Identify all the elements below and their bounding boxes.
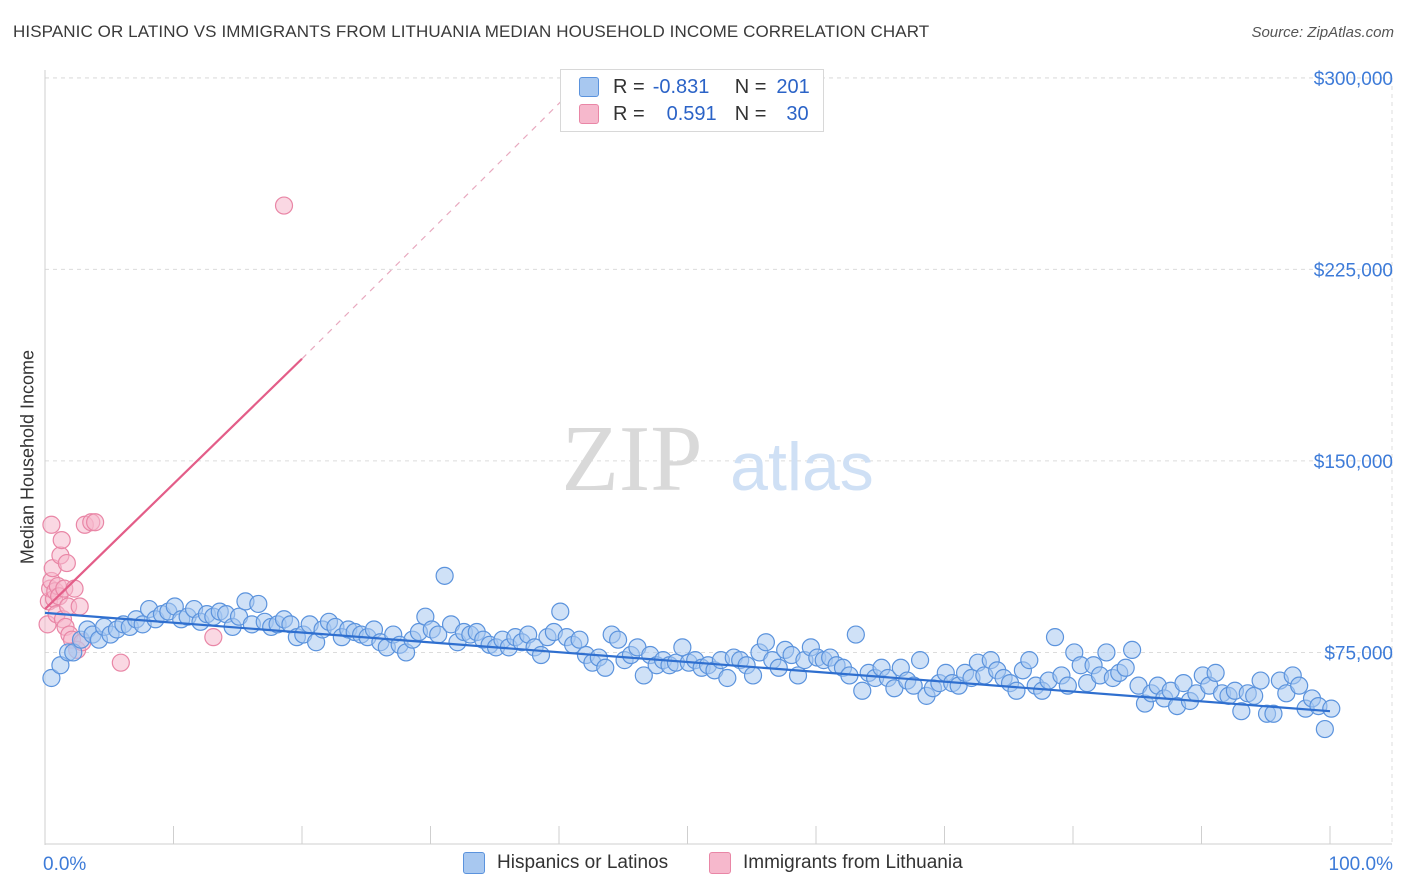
hispanic-point [596, 658, 615, 677]
legend-swatch-lithuania [709, 852, 731, 874]
hispanic-point [1174, 674, 1193, 693]
hispanic-point [910, 651, 930, 670]
lithuania-point [57, 553, 76, 573]
hispanic-point [673, 638, 692, 657]
legend-r-label: R = [613, 75, 645, 98]
series-lithuania-points [38, 196, 294, 672]
hispanic-point [1097, 643, 1116, 662]
hispanic-point [1116, 658, 1135, 677]
hispanic-point [1020, 651, 1039, 670]
hispanic-point [634, 666, 653, 685]
lithuania-point [111, 653, 130, 672]
legend-r-value: -0.831 [652, 75, 710, 98]
legend-label-lithuania: Immigrants from Lithuania [743, 852, 963, 873]
legend-swatch-hispanic [579, 77, 599, 97]
legend-swatch-hispanic [463, 852, 485, 874]
hispanic-point [1290, 676, 1309, 695]
hispanic-point [1322, 699, 1341, 718]
legend-item-lithuania[interactable]: Immigrants from Lithuania [709, 852, 963, 874]
lithuania-point [52, 530, 71, 550]
hispanic-point [1232, 702, 1251, 721]
lithuania-trend-line [44, 357, 303, 610]
legend-item-hispanic[interactable]: Hispanics or Latinos [463, 852, 668, 874]
hispanic-point [609, 630, 628, 649]
watermark: ZIP atlas [562, 407, 874, 511]
hispanic-point [249, 594, 268, 614]
legend-n-value: 201 [776, 75, 810, 98]
hispanic-point [531, 645, 551, 665]
legend-row-lithuania: R = 0.591 N = 30 [579, 102, 809, 126]
chart-title: HISPANIC OR LATINO VS IMMIGRANTS FROM LI… [13, 22, 930, 41]
legend-n-label: N = [734, 75, 767, 98]
hispanic-point [42, 668, 61, 688]
lithuania-point [65, 579, 84, 598]
hispanic-point [1206, 663, 1225, 682]
hispanic-point [743, 666, 763, 685]
y-tick-label: $75,000 [1324, 643, 1393, 664]
y-tick-label: $225,000 [1314, 260, 1393, 281]
lithuania-point [70, 597, 89, 616]
hispanic-point [718, 668, 737, 688]
tick-labels: $75,000 $150,000 $225,000 $300,000 0.0% 100.0… [43, 69, 1393, 875]
gridlines [45, 77, 1393, 844]
hispanic-point [853, 681, 872, 700]
trend-lines [44, 77, 1331, 713]
lithuania-point [274, 196, 294, 215]
x-tick-label-min: 0.0% [43, 854, 86, 875]
hispanic-point [1245, 686, 1264, 705]
y-tick-label: $150,000 [1314, 452, 1393, 473]
series-legend: Hispanics or Latinos Immigrants from Lit… [0, 852, 1406, 878]
legend-r-value: 0.591 [666, 102, 717, 125]
hispanic-point [435, 566, 454, 585]
hispanic-point [1315, 719, 1334, 739]
legend-swatch-lithuania [579, 104, 599, 124]
hispanic-point [756, 633, 775, 652]
hispanic-point [1123, 640, 1142, 660]
axes [44, 70, 1392, 845]
x-tick-label-max: 100.0% [1329, 854, 1394, 875]
lithuania-point [86, 513, 105, 532]
legend-n-value: 30 [786, 102, 809, 125]
correlation-legend: R = -0.831 N = 201 R = 0.591 N = 30 [560, 69, 824, 132]
y-tick-label: $300,000 [1314, 69, 1393, 90]
hispanic-point [1264, 704, 1283, 723]
hispanic-trend-line [44, 611, 1331, 713]
hispanic-point [1007, 681, 1026, 700]
hispanic-point [846, 625, 865, 644]
legend-n-label: N = [734, 102, 767, 125]
watermark-zip: ZIP [562, 407, 703, 511]
hispanic-point [1045, 628, 1065, 647]
legend-r-label: R = [613, 102, 645, 125]
hispanic-point [1251, 671, 1270, 690]
hispanic-point [551, 602, 570, 621]
source-label: Source: ZipAtlas.com [1251, 24, 1394, 41]
lithuania-point [204, 628, 223, 647]
hispanic-point [904, 676, 923, 695]
hispanic-point [570, 630, 589, 649]
lithuania-point [42, 515, 61, 534]
lithuania-trend-extension [301, 77, 586, 360]
legend-row-hispanic: R = -0.831 N = 201 [579, 75, 810, 99]
legend-label-hispanic: Hispanics or Latinos [497, 852, 669, 873]
watermark-atlas: atlas [730, 429, 874, 505]
